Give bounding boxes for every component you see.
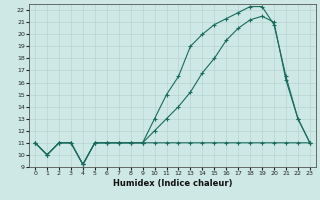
X-axis label: Humidex (Indice chaleur): Humidex (Indice chaleur) bbox=[113, 179, 232, 188]
